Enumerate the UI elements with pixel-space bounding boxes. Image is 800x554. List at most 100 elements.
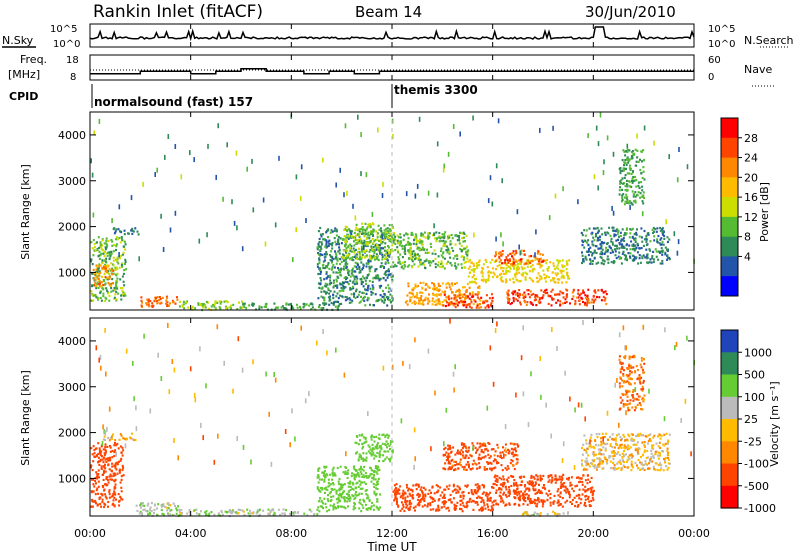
- power-cell: [462, 300, 465, 303]
- power-cell: [332, 303, 335, 306]
- power-cell: [560, 271, 563, 274]
- velocity-cell: [617, 467, 620, 470]
- power-cell: [422, 248, 425, 251]
- velocity-cell: [384, 435, 387, 439]
- power-cell: [346, 254, 348, 257]
- velocity-cell: [459, 451, 461, 454]
- power-cell: [91, 247, 94, 250]
- power-cell: [598, 235, 601, 238]
- velocity-cell: [282, 508, 285, 511]
- nsky-tick-top: 10^5: [50, 24, 77, 35]
- velocity-cell: [97, 469, 100, 472]
- power-cell: [620, 200, 623, 203]
- velocity-cell: [475, 492, 478, 495]
- power-cell: [108, 283, 111, 286]
- power-cell: [506, 259, 509, 262]
- power-cell: [623, 150, 626, 153]
- power-cell: [102, 284, 105, 287]
- power-cell: [332, 279, 335, 282]
- velocity-cell: [346, 500, 349, 503]
- velocity-cell: [524, 500, 527, 503]
- power-cell: [132, 230, 135, 233]
- power-cell: [324, 266, 326, 270]
- power-cell: [190, 307, 193, 310]
- power-cell: [619, 186, 622, 189]
- velocity-cell: [329, 491, 332, 494]
- power-cell: [428, 251, 431, 254]
- power-cell: [447, 151, 450, 157]
- power-cell: [634, 248, 637, 251]
- power-cell: [367, 259, 370, 262]
- velocity-cell: [526, 496, 529, 499]
- velocity-cell: [501, 485, 504, 488]
- power-cell: [475, 282, 478, 285]
- velocity-cell: [525, 512, 528, 515]
- power-cell: [360, 277, 363, 281]
- velocity-cell: [494, 450, 497, 453]
- velocity-cell: [412, 506, 415, 509]
- power-cell: [445, 304, 447, 308]
- power-cell: [431, 303, 434, 306]
- power-cell: [92, 268, 95, 271]
- power-cell: [361, 291, 364, 294]
- velocity-cell: [592, 492, 595, 495]
- velocity-cell: [112, 474, 115, 477]
- velocity-cell: [326, 498, 329, 501]
- power-cell: [434, 237, 436, 240]
- power-cell: [458, 242, 461, 245]
- power-cell: [317, 252, 320, 255]
- power-cell: [662, 230, 665, 233]
- power-cell: [548, 215, 551, 221]
- power-cell: [158, 296, 161, 299]
- velocity-cell: [318, 478, 321, 481]
- power-cell: [594, 245, 597, 248]
- velocity-cell: [414, 509, 416, 512]
- power-cell: [204, 306, 207, 309]
- power-cell: [553, 280, 556, 284]
- velocity-cell: [532, 500, 535, 504]
- power-cell: [367, 285, 370, 288]
- power-cell: [520, 252, 523, 255]
- velocity-cell: [388, 444, 391, 447]
- velocity-cell: [445, 451, 448, 454]
- velocity-cell: [500, 497, 503, 500]
- power-cell: [114, 266, 117, 269]
- velocity-cell: [408, 492, 411, 495]
- velocity-cell: [135, 504, 138, 507]
- power-cell: [637, 184, 640, 187]
- power-cell: [597, 261, 600, 264]
- power-cell: [103, 279, 106, 283]
- power-cell: [320, 247, 323, 250]
- power-cell: [334, 250, 336, 253]
- velocity-cell: [480, 507, 482, 510]
- velocity-cell: [161, 512, 164, 515]
- power-cell: [351, 258, 353, 261]
- velocity-cell: [167, 512, 169, 515]
- velocity-cell: [181, 511, 183, 515]
- velocity-cell: [195, 508, 198, 511]
- power-cell: [554, 272, 557, 275]
- power-cell: [618, 243, 621, 246]
- velocity-cell: [565, 491, 568, 494]
- power-cell: [478, 264, 481, 267]
- velocity-cell: [507, 448, 510, 452]
- power-cell: [534, 252, 536, 258]
- power-cell: [241, 300, 243, 303]
- velocity-cell: [465, 468, 468, 471]
- power-cell: [375, 268, 378, 271]
- velocity-cell: [101, 458, 104, 461]
- power-cell: [394, 242, 397, 245]
- velocity-cell: [355, 494, 358, 497]
- velocity-cell: [510, 452, 513, 455]
- velocity-cell: [110, 495, 113, 498]
- power-cell: [98, 280, 101, 283]
- velocity-cell: [571, 502, 573, 505]
- velocity-cell: [448, 466, 451, 469]
- power-cell: [420, 232, 423, 235]
- power-cell: [372, 246, 375, 249]
- velocity-cell: [556, 490, 559, 493]
- power-cell: [490, 293, 493, 296]
- power-cell: [111, 244, 114, 247]
- power-cell: [626, 189, 629, 192]
- velocity-cell: [495, 484, 498, 487]
